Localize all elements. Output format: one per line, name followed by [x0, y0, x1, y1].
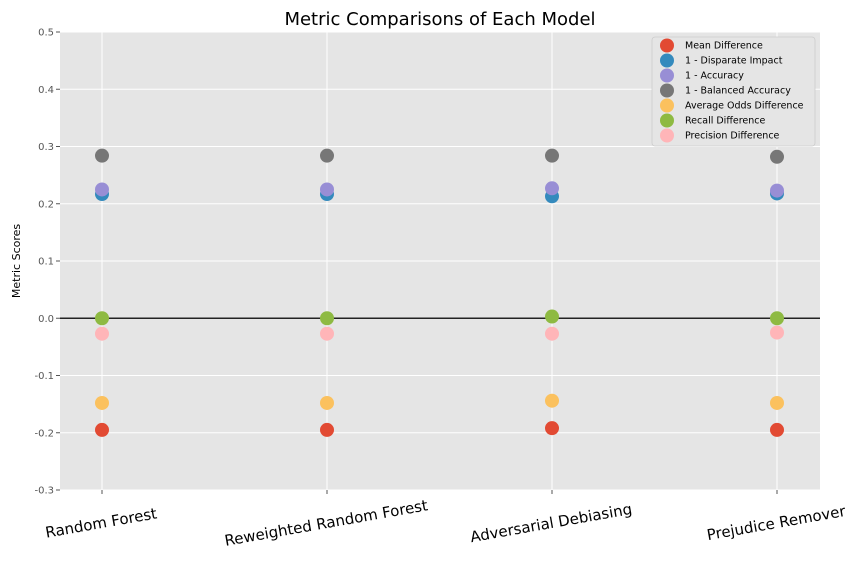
- data-point: [770, 422, 784, 437]
- y-tick-label: 0.3: [38, 142, 54, 153]
- legend-label: Precision Difference: [685, 131, 780, 142]
- series-mean-difference: [95, 421, 784, 437]
- data-point: [95, 395, 109, 410]
- x-category-label: Prejudice Remover: [705, 502, 847, 544]
- y-axis-label: Metric Scores: [10, 224, 23, 299]
- data-point: [770, 395, 784, 410]
- legend-marker: [660, 53, 674, 68]
- data-point: [545, 326, 559, 341]
- data-point: [320, 326, 334, 341]
- data-point: [95, 182, 109, 197]
- legend-label: 1 - Accuracy: [685, 71, 744, 82]
- legend-label: Mean Difference: [685, 41, 763, 52]
- chart-title: Metric Comparisons of Each Model: [284, 9, 595, 30]
- data-point: [95, 326, 109, 341]
- series-average-odds-difference: [95, 393, 784, 410]
- y-tick-label: 0.4: [38, 85, 54, 96]
- legend-marker: [660, 83, 674, 98]
- data-point: [770, 149, 784, 164]
- legend-label: Recall Difference: [685, 116, 765, 127]
- data-point: [545, 148, 559, 163]
- y-tick-label: -0.2: [34, 428, 54, 439]
- data-point: [95, 148, 109, 163]
- y-tick-label: 0.1: [38, 257, 54, 268]
- data-point: [95, 311, 109, 326]
- data-point: [770, 325, 784, 340]
- y-tick-label: -0.3: [34, 486, 54, 497]
- y-tick-label: 0.2: [38, 199, 54, 210]
- data-point: [770, 311, 784, 326]
- legend-marker: [660, 38, 674, 53]
- data-point: [320, 148, 334, 163]
- legend-marker: [660, 98, 674, 113]
- data-point: [545, 421, 559, 436]
- legend-marker: [660, 128, 674, 143]
- data-point: [95, 422, 109, 437]
- legend-box: [651, 36, 816, 147]
- data-point: [320, 395, 334, 410]
- series-1-accuracy: [95, 181, 784, 198]
- legend-label: Average Odds Difference: [685, 101, 804, 112]
- legend-marker: [660, 113, 674, 128]
- data-point: [320, 311, 334, 326]
- data-point: [320, 422, 334, 437]
- y-axis: -0.3 -0.2 -0.1 0.0 0.1 0.2 0.3 0.4 0.5: [34, 28, 60, 497]
- legend-marker: [660, 68, 674, 83]
- data-point: [545, 309, 559, 324]
- grid: [60, 31, 820, 491]
- y-tick-label: 0.0: [38, 314, 54, 325]
- y-tick-label: 0.5: [38, 28, 54, 39]
- x-category-label: Random Forest: [44, 504, 158, 541]
- data-point: [770, 183, 784, 198]
- x-category-label: Reweighted Random Forest: [223, 496, 429, 550]
- legend-label: 1 - Disparate Impact: [685, 56, 783, 67]
- data-point: [545, 181, 559, 196]
- series-recall-difference: [95, 309, 784, 326]
- data-point: [320, 182, 334, 197]
- data-point: [545, 393, 559, 408]
- series-1-balanced-accuracy: [95, 148, 784, 164]
- legend: Mean Difference 1 - Disparate Impact 1 - A…: [651, 36, 816, 147]
- x-category-label: Adversarial Debiasing: [469, 500, 634, 546]
- legend-label: 1 - Balanced Accuracy: [685, 86, 791, 97]
- y-tick-label: -0.1: [34, 371, 54, 382]
- data-points: [95, 148, 784, 437]
- series-precision-difference: [95, 325, 784, 341]
- x-axis: Random Forest Reweighted Random Forest Adv…: [44, 490, 848, 550]
